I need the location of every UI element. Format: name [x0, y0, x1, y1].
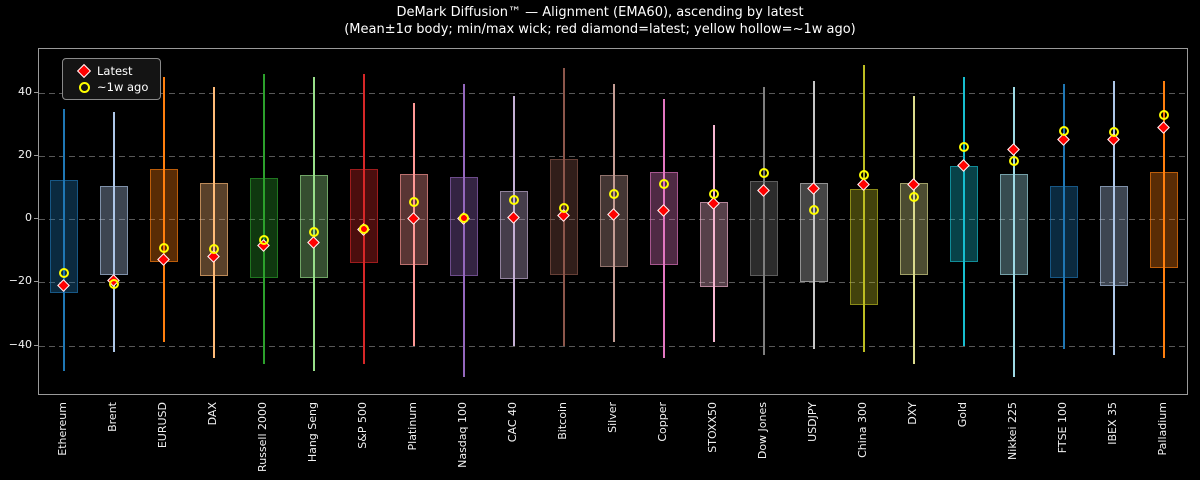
- y-axis-label: −40: [8, 337, 32, 351]
- week-ago-circle-marker: [808, 204, 819, 215]
- min-max-wick: [262, 74, 266, 365]
- y-axis-label: 40: [18, 85, 32, 99]
- week-ago-circle-marker: [1058, 125, 1069, 136]
- x-axis-label: Copper: [656, 402, 669, 442]
- min-max-wick: [62, 108, 66, 371]
- x-axis-label: Silver: [606, 402, 619, 433]
- week-ago-circle-marker: [708, 188, 719, 199]
- x-axis-label: DXY: [906, 402, 919, 425]
- x-axis-label: Platinum: [406, 402, 419, 451]
- x-axis-label: China 300: [856, 402, 869, 458]
- y-axis-label: −20: [8, 274, 32, 288]
- x-axis-label: Nikkei 225: [1006, 402, 1019, 460]
- y-tick: [34, 218, 38, 220]
- x-axis-label: Bitcoin: [556, 402, 569, 440]
- min-max-wick: [362, 74, 366, 365]
- y-axis-label: 0: [25, 211, 32, 225]
- x-axis-label: Gold: [956, 402, 969, 428]
- min-max-wick: [462, 83, 466, 378]
- y-tick: [34, 281, 38, 283]
- latest-diamond-marker: [1007, 143, 1020, 156]
- min-max-wick: [312, 77, 316, 371]
- x-axis-label: USDJPY: [806, 402, 819, 442]
- x-axis-label: Ethereum: [56, 402, 69, 456]
- x-axis-label: Hang Seng: [306, 402, 319, 463]
- min-max-wick: [212, 86, 216, 359]
- min-max-wick: [1112, 80, 1116, 355]
- min-max-wick: [162, 77, 166, 343]
- week-ago-circle-marker: [1008, 155, 1019, 166]
- week-ago-circle-marker: [108, 278, 119, 289]
- week-ago-circle-marker: [408, 196, 419, 207]
- week-ago-circle-marker: [258, 234, 269, 245]
- y-tick: [34, 92, 38, 94]
- x-axis-label: Dow Jones: [756, 402, 769, 460]
- min-max-wick: [962, 77, 966, 346]
- week-ago-circle-marker: [908, 192, 919, 203]
- min-max-wick: [712, 124, 716, 343]
- x-axis-label: STOXX50: [706, 402, 719, 453]
- x-axis-label: Nasdaq 100: [456, 402, 469, 468]
- week-ago-circle-marker: [158, 242, 169, 253]
- min-max-wick: [1012, 86, 1016, 378]
- week-ago-circle-marker: [208, 244, 219, 255]
- week-ago-circle-marker: [508, 195, 519, 206]
- week-ago-circle-marker: [1108, 127, 1119, 138]
- week-ago-circle-marker: [1158, 110, 1169, 121]
- legend-item-latest: Latest: [71, 63, 148, 79]
- x-axis-label: Brent: [106, 402, 119, 432]
- legend: Latest ~1w ago: [62, 58, 162, 100]
- week-ago-circle-marker: [458, 212, 469, 223]
- y-tick: [34, 344, 38, 346]
- plot-area: Latest ~1w ago: [38, 48, 1188, 395]
- week-ago-circle-marker: [858, 169, 869, 180]
- x-axis-label: Russell 2000: [256, 402, 269, 472]
- min-max-wick: [1062, 83, 1066, 349]
- week-ago-circle-marker: [658, 179, 669, 190]
- min-max-wick: [1162, 80, 1166, 359]
- week-ago-circle-icon: [71, 81, 97, 93]
- x-axis-label: S&P 500: [356, 402, 369, 449]
- week-ago-circle-marker: [608, 188, 619, 199]
- legend-item-week-ago: ~1w ago: [71, 79, 148, 95]
- chart-title: DeMark Diffusion™ — Alignment (EMA60), a…: [396, 5, 804, 20]
- x-axis-label: CAC 40: [506, 402, 519, 443]
- x-axis-label: IBEX 35: [1106, 402, 1119, 445]
- week-ago-circle-marker: [358, 223, 369, 234]
- y-axis-label: 20: [18, 148, 32, 162]
- x-axis-label: FTSE 100: [1056, 402, 1069, 454]
- min-max-wick: [762, 86, 766, 355]
- min-max-wick: [662, 99, 666, 359]
- min-max-wick: [862, 64, 866, 352]
- min-max-wick: [912, 96, 916, 365]
- latest-diamond-icon: [71, 63, 97, 79]
- min-max-wick: [112, 112, 116, 352]
- y-tick: [34, 155, 38, 157]
- x-axis-label: EURUSD: [156, 402, 169, 449]
- x-axis-label: DAX: [206, 402, 219, 426]
- chart-subtitle: (Mean±1σ body; min/max wick; red diamond…: [344, 22, 856, 37]
- week-ago-circle-marker: [308, 226, 319, 237]
- latest-diamond-marker: [1157, 120, 1170, 134]
- week-ago-circle-marker: [958, 141, 969, 152]
- legend-latest-label: Latest: [97, 64, 133, 78]
- x-axis-label: Palladium: [1156, 402, 1169, 456]
- week-ago-circle-marker: [58, 267, 69, 278]
- week-ago-circle-marker: [558, 203, 569, 214]
- gridline: [39, 345, 1187, 347]
- week-ago-circle-marker: [758, 168, 769, 179]
- legend-week-ago-label: ~1w ago: [97, 80, 149, 94]
